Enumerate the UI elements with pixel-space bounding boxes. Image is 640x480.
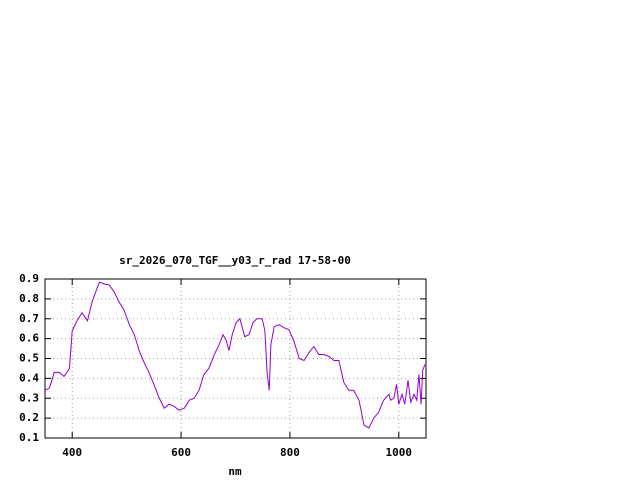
y-tick-label: 0.5 <box>19 352 39 365</box>
x-tick-label: 600 <box>171 446 191 459</box>
x-tick-label: 400 <box>62 446 82 459</box>
x-axis-label: nm <box>228 465 242 478</box>
y-tick-label: 0.7 <box>19 312 39 325</box>
y-tick-label: 0.8 <box>19 292 39 305</box>
y-tick-label: 0.9 <box>19 272 39 285</box>
y-tick-label: 0.3 <box>19 391 39 404</box>
plot-border <box>44 278 427 439</box>
y-tick-label: 0.6 <box>19 332 39 345</box>
x-tick-label: 800 <box>280 446 300 459</box>
x-tick-label: 1000 <box>386 446 413 459</box>
data-line <box>44 281 426 429</box>
chart-title: sr_2026_070_TGF__y03_r_rad 17-58-00 <box>119 254 351 267</box>
y-tick-label: 0.1 <box>19 431 39 444</box>
y-tick-label: 0.2 <box>19 411 39 424</box>
y-tick-label: 0.4 <box>19 371 39 384</box>
